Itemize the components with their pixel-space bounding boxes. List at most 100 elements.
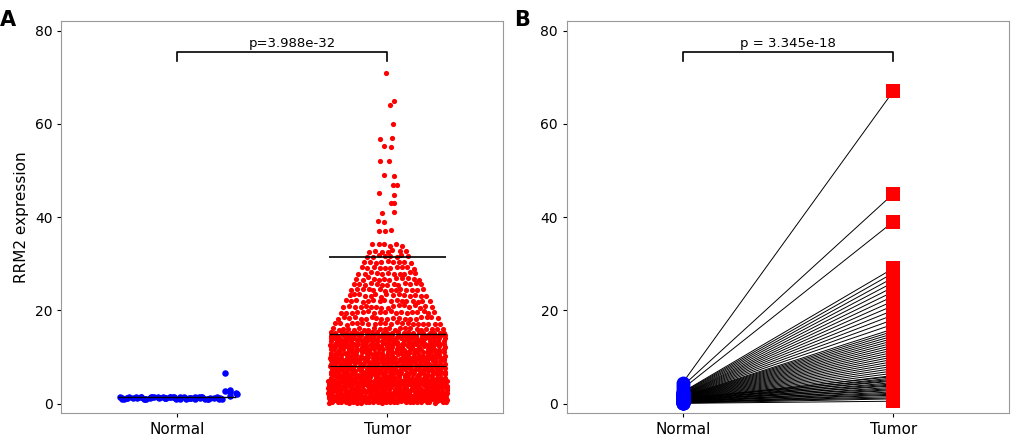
Point bbox=[425, 329, 441, 336]
Point bbox=[436, 365, 452, 372]
Point bbox=[384, 258, 400, 265]
Point bbox=[427, 399, 443, 406]
Point bbox=[366, 371, 382, 378]
Point bbox=[423, 396, 439, 403]
Point bbox=[376, 378, 392, 385]
Point bbox=[376, 369, 392, 376]
Point bbox=[353, 365, 369, 372]
Point bbox=[674, 399, 690, 406]
Point bbox=[391, 291, 408, 298]
Point bbox=[321, 354, 337, 361]
Point bbox=[390, 329, 407, 336]
Point bbox=[674, 391, 690, 398]
Point bbox=[428, 332, 444, 339]
Point bbox=[372, 377, 388, 384]
Point bbox=[674, 396, 690, 404]
Point bbox=[357, 281, 373, 288]
Point bbox=[368, 357, 384, 364]
Point bbox=[346, 340, 363, 348]
Point bbox=[674, 396, 690, 403]
Point bbox=[674, 390, 690, 397]
Point bbox=[426, 392, 442, 399]
Point bbox=[320, 394, 336, 401]
Point bbox=[884, 376, 901, 383]
Point bbox=[418, 393, 434, 401]
Point bbox=[674, 396, 690, 404]
Point bbox=[181, 394, 198, 401]
Point bbox=[411, 374, 427, 381]
Point bbox=[343, 351, 360, 358]
Point bbox=[388, 241, 405, 248]
Point bbox=[414, 321, 430, 328]
Point bbox=[365, 380, 381, 388]
Point bbox=[368, 384, 384, 392]
Point bbox=[353, 394, 369, 401]
Point bbox=[341, 372, 358, 379]
Point bbox=[380, 387, 396, 394]
Point bbox=[405, 297, 421, 304]
Point bbox=[342, 376, 359, 383]
Point bbox=[430, 384, 446, 392]
Point bbox=[385, 392, 401, 399]
Point bbox=[365, 340, 381, 348]
Point bbox=[404, 382, 420, 389]
Point bbox=[386, 377, 403, 384]
Point bbox=[369, 378, 385, 385]
Point bbox=[363, 293, 379, 300]
Point bbox=[403, 369, 419, 376]
Point bbox=[208, 394, 224, 401]
Point bbox=[359, 352, 375, 359]
Point bbox=[397, 297, 414, 304]
Point bbox=[337, 296, 354, 303]
Point bbox=[334, 357, 351, 364]
Point bbox=[348, 396, 365, 404]
Point bbox=[674, 396, 690, 403]
Point bbox=[339, 382, 356, 389]
Point bbox=[395, 362, 412, 370]
Point bbox=[409, 286, 425, 293]
Point bbox=[356, 335, 372, 342]
Point bbox=[884, 88, 901, 95]
Point bbox=[354, 319, 370, 327]
Point bbox=[393, 320, 410, 327]
Point bbox=[384, 291, 400, 298]
Point bbox=[221, 387, 237, 394]
Point bbox=[361, 335, 377, 342]
Point bbox=[884, 382, 901, 389]
Point bbox=[392, 398, 409, 405]
Point bbox=[391, 247, 408, 254]
Point bbox=[378, 351, 394, 358]
Point bbox=[674, 398, 690, 405]
Point bbox=[366, 247, 382, 254]
Point bbox=[373, 343, 389, 350]
Point bbox=[366, 310, 382, 317]
Point bbox=[340, 389, 357, 396]
Point bbox=[382, 382, 398, 389]
Point bbox=[421, 297, 437, 305]
Point bbox=[358, 254, 374, 261]
Point bbox=[379, 383, 395, 390]
Point bbox=[357, 377, 373, 384]
Point bbox=[384, 302, 400, 310]
Point bbox=[374, 248, 390, 255]
Point bbox=[378, 398, 394, 405]
Point bbox=[399, 372, 416, 379]
Point bbox=[418, 314, 434, 321]
Point bbox=[400, 293, 417, 300]
Point bbox=[381, 366, 397, 373]
Point bbox=[884, 288, 901, 295]
Point bbox=[374, 354, 390, 362]
Point bbox=[884, 279, 901, 286]
Point bbox=[371, 397, 387, 404]
Point bbox=[408, 326, 424, 333]
Point bbox=[884, 367, 901, 375]
Point bbox=[323, 345, 339, 353]
Point bbox=[884, 365, 901, 372]
Point bbox=[363, 392, 379, 399]
Point bbox=[343, 349, 360, 356]
Point bbox=[360, 357, 376, 364]
Point bbox=[422, 354, 438, 362]
Point bbox=[407, 302, 423, 309]
Point bbox=[383, 134, 399, 141]
Point bbox=[397, 394, 414, 401]
